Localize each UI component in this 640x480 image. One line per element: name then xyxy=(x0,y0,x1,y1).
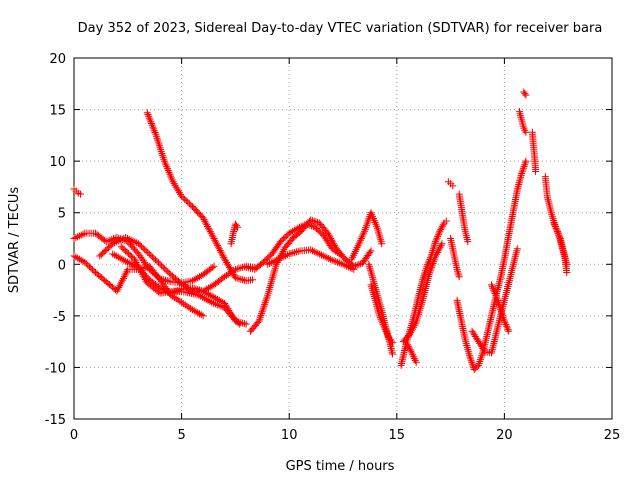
data-point-markers xyxy=(227,220,242,248)
series-arc-14 xyxy=(367,281,396,347)
series-arc-23 xyxy=(488,281,513,335)
x-tick-label: 20 xyxy=(496,428,513,443)
y-axis-label: SDTVAR / TECUs xyxy=(7,187,22,294)
data-point-markers xyxy=(444,178,457,190)
data-point-markers xyxy=(242,220,345,273)
y-tick-label: 10 xyxy=(49,155,66,170)
series-arc-17 xyxy=(404,341,420,366)
data-point-markers xyxy=(468,245,521,357)
x-tick-label: 10 xyxy=(281,428,298,443)
series-arc-28 xyxy=(550,219,571,268)
y-tick-label: 5 xyxy=(58,207,66,222)
data-point-markers xyxy=(520,88,530,99)
series-arc-7 xyxy=(117,243,244,328)
y-tick-label: 0 xyxy=(58,258,66,273)
series-arc-12 xyxy=(348,209,386,263)
data-point-markers xyxy=(404,341,420,366)
y-tick-label: 20 xyxy=(49,52,66,67)
series-arc-19 xyxy=(447,235,463,281)
data-point-markers xyxy=(550,219,571,268)
y-tick-label: -15 xyxy=(45,413,66,428)
series-arc-2 xyxy=(143,109,257,285)
data-point-markers xyxy=(117,243,244,328)
x-tick-label: 5 xyxy=(177,428,185,443)
series-arc-18 xyxy=(444,178,457,190)
data-points xyxy=(70,88,571,373)
series-arc-11 xyxy=(264,246,358,273)
x-tick-label: 15 xyxy=(389,428,406,443)
data-point-markers xyxy=(447,235,463,281)
chart-title: Day 352 of 2023, Sidereal Day-to-day VTE… xyxy=(78,21,603,36)
data-point-markers xyxy=(367,281,396,347)
series-arc-22 xyxy=(468,245,521,357)
series-arc-1 xyxy=(70,185,84,198)
data-point-markers xyxy=(453,157,530,373)
data-point-markers xyxy=(348,209,386,263)
series-arc-24 xyxy=(516,108,530,136)
series-arc-21 xyxy=(453,157,530,373)
series-arc-10 xyxy=(242,220,345,273)
series-arc-26 xyxy=(528,128,540,175)
y-tick-label: -5 xyxy=(53,310,66,325)
x-tick-label: 0 xyxy=(70,428,78,443)
series-arc-25 xyxy=(520,88,530,99)
data-point-markers xyxy=(528,128,540,175)
data-point-markers xyxy=(143,109,257,285)
series-arc-20 xyxy=(455,190,472,246)
data-point-markers xyxy=(247,216,375,335)
x-axis-label: GPS time / hours xyxy=(286,459,395,474)
y-tick-label: -10 xyxy=(45,361,66,376)
series-arc-16 xyxy=(399,240,446,346)
series-arc-8 xyxy=(227,220,242,248)
x-tick-label: 25 xyxy=(604,428,621,443)
series-arc-9 xyxy=(247,216,375,335)
y-tick-label: 15 xyxy=(49,104,66,119)
grid xyxy=(74,58,612,419)
data-point-markers xyxy=(455,190,472,246)
data-point-markers xyxy=(488,281,513,335)
data-point-markers xyxy=(264,246,358,273)
data-point-markers xyxy=(516,108,530,136)
data-point-markers xyxy=(70,185,84,198)
axis-ticks: 0 5 10 15 20 25 -15 -10 -5 0 5 10 15 20 xyxy=(45,52,621,443)
plot-frame xyxy=(73,57,613,420)
data-point-markers xyxy=(399,240,446,346)
